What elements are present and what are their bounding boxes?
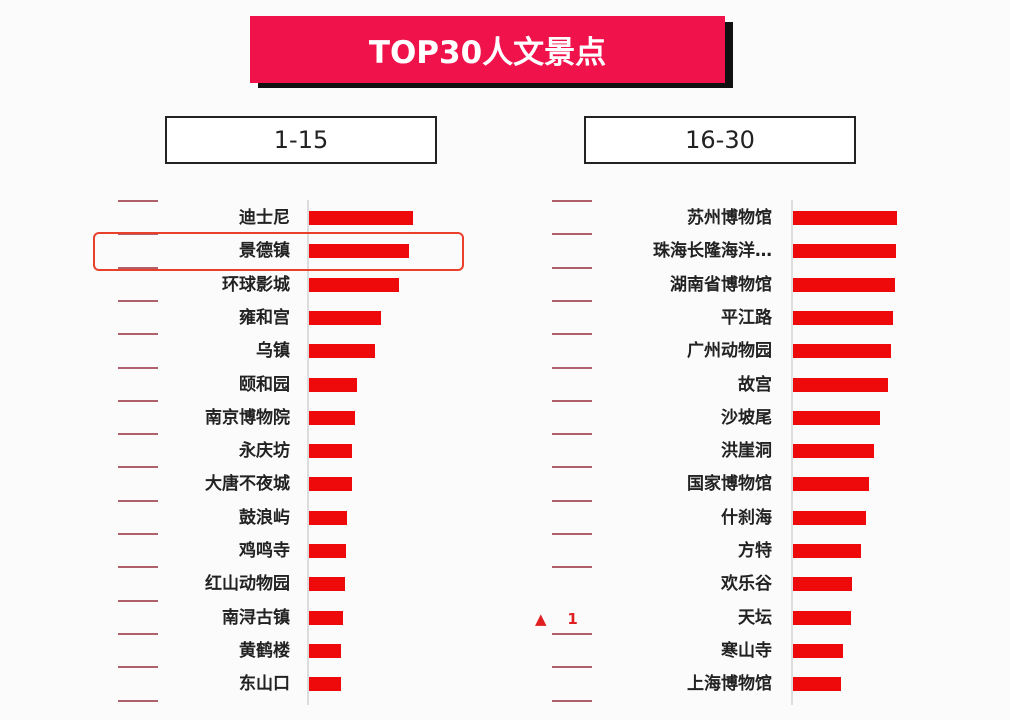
category-label: 洪崖洞 — [721, 441, 772, 462]
category-label: 沙坡尾 — [721, 407, 772, 428]
category-label: 故宫 — [738, 374, 772, 395]
category-label: 景德镇 — [239, 241, 290, 262]
rank-change-none — [118, 599, 158, 602]
rank-change-none — [552, 266, 592, 269]
bar — [309, 643, 341, 658]
bar — [309, 677, 341, 692]
bar — [793, 244, 896, 259]
group-label-right: 16-30 — [584, 116, 856, 164]
category-label: 南京博物院 — [205, 407, 290, 428]
bar — [309, 310, 381, 325]
category-label: 环球影城 — [222, 274, 290, 295]
rank-change-none — [552, 366, 592, 369]
group-label-left: 1-15 — [165, 116, 437, 164]
rank-change-none — [552, 299, 592, 302]
bar — [793, 410, 880, 425]
rank-change-none — [118, 233, 158, 236]
rank-change-none — [118, 566, 158, 569]
bar — [793, 544, 861, 558]
category-label: 雍和宫 — [239, 307, 290, 328]
bar — [793, 377, 888, 392]
bar — [793, 444, 874, 459]
category-label: 迪士尼 — [239, 208, 290, 228]
rank-change-none — [552, 233, 592, 236]
bar — [309, 444, 352, 459]
category-label: 苏州博物馆 — [687, 208, 772, 228]
rank-change-none — [118, 266, 158, 269]
rank-change-none — [552, 499, 592, 502]
category-label: 乌镇 — [256, 341, 290, 362]
category-label: 广州动物园 — [687, 341, 772, 362]
rank-change-none — [118, 399, 158, 402]
category-label: 天坛 — [738, 607, 772, 628]
bar — [793, 610, 851, 625]
category-label: 欢乐谷 — [721, 574, 772, 595]
bar — [309, 377, 357, 392]
rank-change-none — [552, 632, 592, 635]
bar — [793, 310, 893, 325]
bar — [309, 244, 409, 259]
rank-change-none — [118, 499, 158, 502]
category-label: 鸡鸣寺 — [239, 541, 290, 561]
category-label: 什刹海 — [721, 507, 772, 528]
bar — [793, 510, 866, 525]
rank-change-none — [118, 533, 158, 535]
bar — [309, 410, 355, 425]
category-label: 珠海长隆海洋… — [653, 241, 772, 262]
bar — [309, 477, 352, 492]
bar — [793, 577, 852, 592]
axis-right — [791, 200, 793, 705]
category-label: 国家博物馆 — [687, 474, 772, 495]
rank-change-none — [118, 366, 158, 369]
bar — [309, 577, 345, 592]
rank-change-none — [118, 299, 158, 302]
highlight-box — [93, 232, 464, 272]
category-label: 鼓浪屿 — [239, 507, 290, 528]
bar — [309, 510, 347, 525]
rank-change-none — [118, 632, 158, 635]
rank-change-none — [552, 566, 592, 569]
bar — [793, 211, 897, 225]
rank-change-none — [552, 333, 592, 336]
bar — [793, 677, 841, 692]
rank-change-none — [552, 399, 592, 402]
bar — [793, 643, 843, 658]
bar — [309, 344, 375, 359]
bar — [309, 610, 343, 625]
axis-left — [307, 200, 309, 705]
rank-change-none — [118, 466, 158, 469]
rank-change-none — [118, 666, 158, 669]
category-label: 湖南省博物馆 — [670, 274, 772, 295]
divider-dash — [118, 699, 158, 702]
rank-change-none — [552, 466, 592, 469]
rank-change-none — [552, 200, 592, 202]
category-label: 东山口 — [239, 674, 290, 695]
category-label: 黄鹤楼 — [239, 640, 290, 661]
category-label: 方特 — [738, 541, 772, 561]
category-label: 南浔古镇 — [222, 607, 290, 628]
category-label: 红山动物园 — [205, 574, 290, 595]
page-title: TOP30人文景点 — [250, 16, 725, 83]
rank-change-none — [552, 666, 592, 669]
category-label: 颐和园 — [239, 374, 290, 395]
bar — [793, 344, 891, 359]
rank-change-none — [552, 433, 592, 436]
divider-dash — [552, 699, 592, 702]
category-label: 上海博物馆 — [687, 674, 772, 695]
category-label: 大唐不夜城 — [205, 474, 290, 495]
rank-change-none — [118, 333, 158, 336]
bar — [309, 277, 399, 292]
bar — [309, 211, 413, 225]
rank-change-none — [118, 433, 158, 436]
category-label: 平江路 — [721, 307, 772, 328]
bar — [793, 477, 869, 492]
rank-change-up: ▲ 1 — [535, 609, 578, 628]
rank-change-none — [118, 200, 158, 202]
rank-change-none — [552, 533, 592, 535]
category-label: 寒山寺 — [721, 640, 772, 661]
bar — [793, 277, 895, 292]
category-label: 永庆坊 — [239, 441, 290, 462]
bar — [309, 544, 346, 558]
